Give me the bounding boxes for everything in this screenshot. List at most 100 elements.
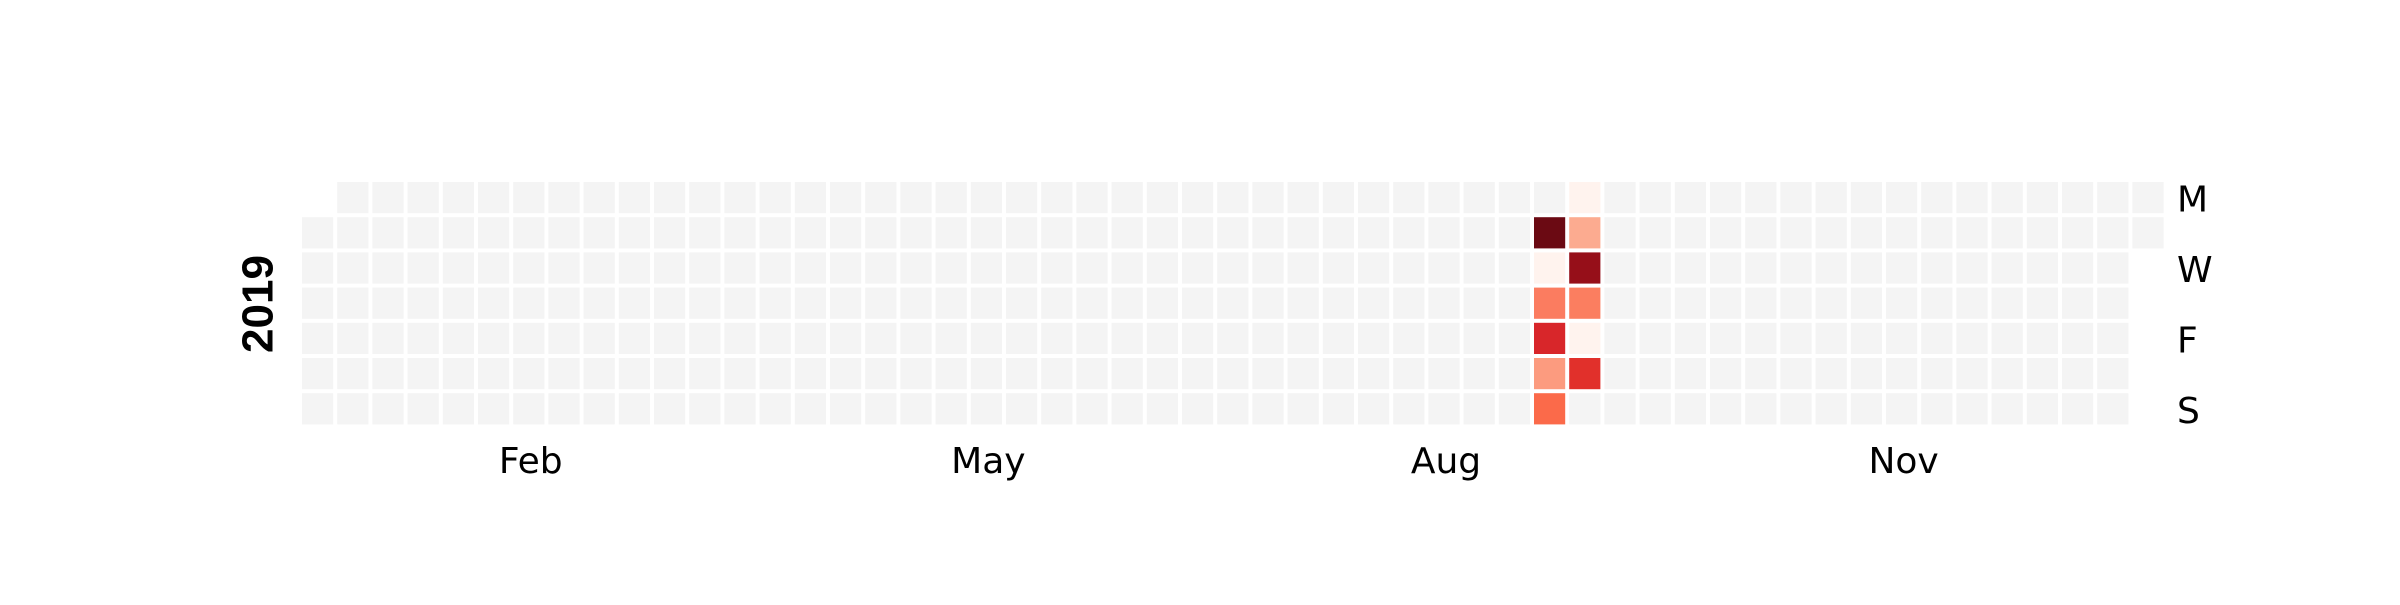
heatmap-cell xyxy=(1710,182,1742,214)
heatmap-cell xyxy=(442,217,474,249)
heatmap-cell xyxy=(1780,252,1812,284)
heatmap-cell xyxy=(794,322,826,354)
heatmap-cell xyxy=(1674,287,1706,319)
heatmap-cell xyxy=(759,182,791,214)
heatmap-cell xyxy=(1041,252,1073,284)
heatmap-cell xyxy=(337,287,369,319)
heatmap-cell xyxy=(1815,252,1847,284)
heatmap-cell xyxy=(1956,252,1988,284)
heatmap-cell xyxy=(794,393,826,425)
heatmap-cell xyxy=(1745,287,1777,319)
heatmap-cell xyxy=(1956,287,1988,319)
heatmap-cell xyxy=(759,287,791,319)
weekday-label: W xyxy=(2177,250,2213,291)
heatmap-cell xyxy=(407,393,439,425)
heatmap-cell xyxy=(1358,182,1390,214)
heatmap-cell xyxy=(1217,182,1249,214)
heatmap-cell xyxy=(1358,322,1390,354)
heatmap-cell xyxy=(724,252,756,284)
heatmap-cell xyxy=(442,182,474,214)
heatmap-cell xyxy=(1604,393,1636,425)
weekday-label: F xyxy=(2177,320,2198,361)
heatmap-cell xyxy=(513,287,545,319)
heatmap-cell xyxy=(1991,393,2023,425)
heatmap-cell xyxy=(1850,182,1882,214)
heatmap-cell xyxy=(1217,393,1249,425)
heatmap-cell xyxy=(1111,287,1143,319)
heatmap-cell xyxy=(935,358,967,390)
heatmap-cell xyxy=(442,322,474,354)
heatmap-cell xyxy=(442,393,474,425)
heatmap-cell xyxy=(970,182,1002,214)
heatmap-cell xyxy=(2026,358,2058,390)
heatmap-cell xyxy=(830,287,862,319)
heatmap-cell xyxy=(1815,322,1847,354)
heatmap-cell xyxy=(1182,182,1214,214)
heatmap-cell xyxy=(548,322,580,354)
heatmap-cell xyxy=(1287,393,1319,425)
heatmap-cell xyxy=(478,358,510,390)
heatmap-cell xyxy=(1710,217,1742,249)
heatmap-cell xyxy=(2097,358,2129,390)
heatmap-cell xyxy=(1287,182,1319,214)
heatmap-cell xyxy=(1463,182,1495,214)
heatmap-cell xyxy=(1393,393,1425,425)
heatmap-cell xyxy=(865,393,897,425)
heatmap-cell xyxy=(1639,252,1671,284)
heatmap-cell xyxy=(2062,252,2094,284)
heatmap-cell xyxy=(2097,287,2129,319)
weekday-label: S xyxy=(2177,391,2200,432)
heatmap-cell xyxy=(1498,393,1530,425)
heatmap-cell xyxy=(689,358,721,390)
heatmap-cell xyxy=(1217,358,1249,390)
heatmap-cell xyxy=(1322,217,1354,249)
heatmap-cell xyxy=(1076,393,1108,425)
heatmap-cell xyxy=(1287,287,1319,319)
heatmap-cell xyxy=(618,287,650,319)
heatmap-cell xyxy=(689,287,721,319)
month-label: Nov xyxy=(1868,441,1938,482)
heatmap-cell xyxy=(900,182,932,214)
heatmap-cell-active xyxy=(1569,322,1601,354)
heatmap-cell xyxy=(900,217,932,249)
heatmap-cell xyxy=(1850,287,1882,319)
heatmap-cell xyxy=(513,358,545,390)
heatmap-cell xyxy=(935,322,967,354)
heatmap-cell xyxy=(548,393,580,425)
heatmap-cell xyxy=(1463,358,1495,390)
heatmap-cell xyxy=(1358,217,1390,249)
heatmap-cell-active xyxy=(1534,322,1566,354)
heatmap-cell xyxy=(1921,393,1953,425)
heatmap-cell xyxy=(583,393,615,425)
heatmap-cell xyxy=(1111,182,1143,214)
heatmap-cell-active xyxy=(1569,217,1601,249)
heatmap-cell xyxy=(1710,393,1742,425)
heatmap-cell xyxy=(1428,358,1460,390)
heatmap-cell xyxy=(970,358,1002,390)
heatmap-cell xyxy=(1850,217,1882,249)
heatmap-cell xyxy=(478,182,510,214)
month-label: Aug xyxy=(1411,441,1481,482)
heatmap-cell xyxy=(724,287,756,319)
heatmap-cell xyxy=(1182,322,1214,354)
heatmap-cell xyxy=(1252,358,1284,390)
heatmap-cell xyxy=(1182,217,1214,249)
heatmap-cell xyxy=(970,322,1002,354)
heatmap-cell xyxy=(1710,358,1742,390)
heatmap-cell xyxy=(407,287,439,319)
weekday-label: M xyxy=(2177,180,2208,221)
heatmap-cell xyxy=(654,182,686,214)
heatmap-cell xyxy=(1463,393,1495,425)
heatmap-cell xyxy=(1393,252,1425,284)
heatmap-cell xyxy=(1780,322,1812,354)
heatmap-cell xyxy=(513,252,545,284)
heatmap-cell xyxy=(1393,217,1425,249)
heatmap-cells xyxy=(302,182,2164,425)
heatmap-cell xyxy=(1076,182,1108,214)
heatmap-cell xyxy=(1287,358,1319,390)
heatmap-cell xyxy=(1393,322,1425,354)
heatmap-cell xyxy=(1217,217,1249,249)
heatmap-cell xyxy=(1006,322,1038,354)
heatmap-cell-active xyxy=(1534,393,1566,425)
